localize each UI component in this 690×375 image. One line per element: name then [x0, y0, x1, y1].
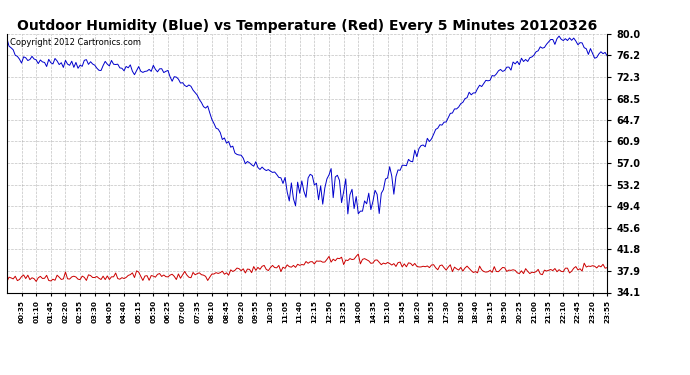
Title: Outdoor Humidity (Blue) vs Temperature (Red) Every 5 Minutes 20120326: Outdoor Humidity (Blue) vs Temperature (… [17, 19, 597, 33]
Text: Copyright 2012 Cartronics.com: Copyright 2012 Cartronics.com [10, 38, 141, 46]
